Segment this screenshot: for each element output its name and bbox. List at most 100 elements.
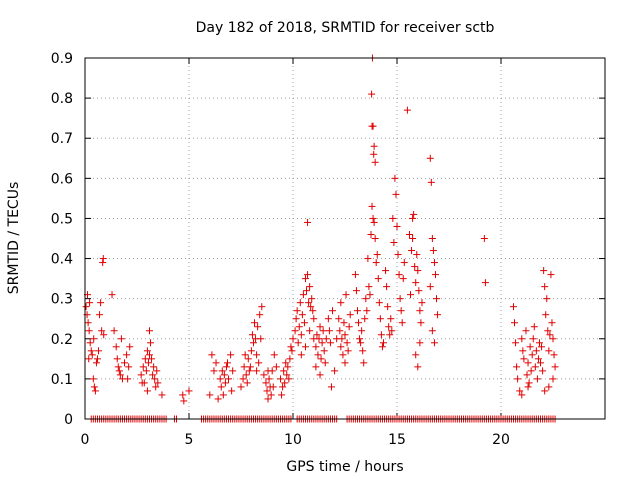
data-point — [246, 363, 254, 371]
data-point — [418, 299, 426, 307]
data-point — [293, 307, 301, 315]
data-point — [223, 359, 231, 367]
data-point — [149, 371, 157, 379]
data-point — [544, 327, 552, 335]
data-point — [412, 351, 420, 359]
data-point — [532, 347, 540, 355]
data-point — [148, 355, 156, 363]
data-point — [405, 230, 413, 238]
data-point — [371, 235, 379, 242]
data-point — [138, 379, 146, 387]
data-point — [158, 391, 166, 399]
data-point — [551, 363, 559, 371]
data-point — [255, 359, 263, 367]
data-point — [99, 255, 107, 263]
data-point — [296, 299, 304, 307]
data-point — [337, 343, 345, 351]
y-axis-label: SRMTID / TECUs — [6, 182, 22, 295]
data-point — [541, 283, 549, 291]
data-point — [546, 331, 554, 339]
data-point — [145, 351, 153, 359]
data-point — [285, 375, 293, 383]
data-point — [413, 251, 421, 259]
data-point — [262, 379, 270, 387]
data-point — [543, 295, 551, 303]
data-point — [280, 367, 288, 375]
data-point — [385, 323, 393, 331]
data-point — [397, 307, 405, 315]
data-point — [430, 259, 438, 267]
data-point — [368, 202, 376, 210]
data-point — [93, 355, 101, 363]
data-point — [217, 383, 225, 391]
data-point — [269, 383, 277, 391]
data-point — [144, 359, 152, 367]
y-tick-label: 0.6 — [51, 171, 73, 187]
data-point — [426, 283, 434, 291]
data-point — [364, 255, 372, 263]
data-point — [509, 303, 517, 311]
data-point — [295, 323, 303, 331]
data-point — [416, 307, 424, 315]
data-point — [373, 251, 381, 259]
data-point — [270, 351, 278, 359]
data-point — [272, 363, 280, 371]
data-point — [218, 367, 226, 375]
data-point — [112, 343, 120, 351]
data-point — [85, 355, 93, 363]
data-point — [389, 214, 397, 222]
data-point — [549, 335, 557, 343]
data-point — [292, 315, 300, 323]
data-point — [91, 387, 99, 395]
data-point — [229, 367, 237, 375]
data-point — [185, 387, 193, 395]
data-point — [341, 331, 349, 339]
data-point — [98, 327, 106, 335]
data-point — [541, 387, 549, 395]
data-point — [410, 210, 418, 218]
data-point — [411, 263, 419, 271]
data-point — [429, 247, 437, 255]
data-point — [300, 319, 308, 327]
y-tick-label: 0.4 — [51, 252, 73, 268]
data-point — [363, 307, 371, 315]
data-point — [336, 327, 344, 335]
data-point — [126, 343, 134, 351]
data-point — [346, 311, 354, 319]
data-point — [244, 355, 252, 363]
data-point — [333, 335, 341, 343]
data-point — [283, 371, 291, 379]
data-point — [115, 367, 123, 375]
data-point — [214, 395, 222, 403]
data-point — [253, 351, 261, 359]
data-point — [382, 267, 390, 275]
data-point — [518, 391, 526, 399]
data-point — [522, 327, 530, 335]
data-point — [96, 311, 104, 319]
data-point — [318, 339, 326, 347]
data-point — [525, 379, 533, 387]
data-point — [390, 239, 398, 247]
data-point — [316, 371, 324, 379]
data-point — [314, 351, 322, 359]
data-point — [343, 339, 351, 347]
data-point — [378, 343, 386, 351]
data-point — [124, 375, 132, 383]
data-point — [289, 335, 297, 343]
data-point — [431, 271, 439, 279]
data-point — [307, 303, 315, 311]
data-point — [254, 323, 262, 331]
data-point — [150, 363, 158, 371]
data-point — [324, 315, 332, 323]
data-point — [245, 367, 253, 375]
data-point — [537, 359, 545, 367]
data-point — [222, 363, 230, 371]
data-point — [535, 339, 543, 347]
data-point — [427, 178, 435, 186]
data-point — [428, 235, 436, 242]
data-point — [329, 307, 337, 315]
data-point — [342, 291, 350, 299]
data-point — [376, 315, 384, 323]
data-point — [326, 339, 334, 347]
data-point — [321, 359, 329, 367]
